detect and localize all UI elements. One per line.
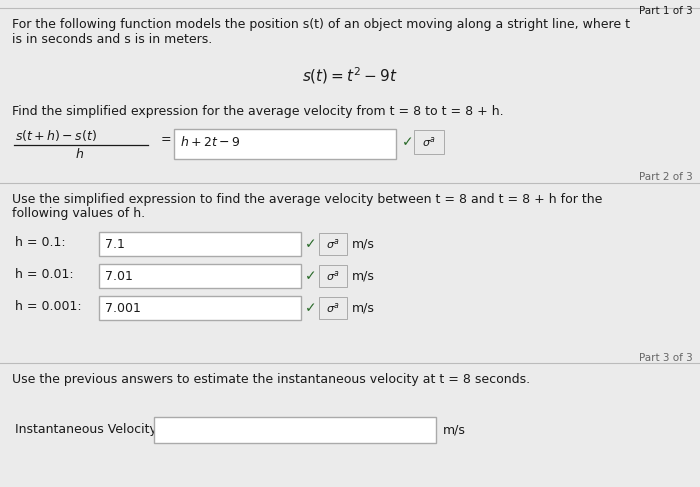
Text: Instantaneous Velocity:: Instantaneous Velocity: (15, 424, 160, 436)
Text: $\sigma^a$: $\sigma^a$ (326, 301, 340, 315)
Text: m/s: m/s (443, 424, 466, 436)
Text: m/s: m/s (352, 238, 375, 250)
Text: 7.001: 7.001 (105, 301, 141, 315)
Text: 7.1: 7.1 (105, 238, 125, 250)
Text: Part 3 of 3: Part 3 of 3 (639, 353, 693, 363)
Text: is in seconds and s is in meters.: is in seconds and s is in meters. (12, 33, 212, 46)
Text: Find the simplified expression for the average velocity from t = 8 to t = 8 + h.: Find the simplified expression for the a… (12, 105, 503, 118)
Text: ✓: ✓ (305, 301, 316, 315)
Text: For the following function models the position s(t) of an object moving along a : For the following function models the po… (12, 18, 630, 31)
FancyBboxPatch shape (99, 264, 301, 288)
Text: $\sigma^a$: $\sigma^a$ (326, 237, 340, 251)
FancyBboxPatch shape (154, 417, 436, 443)
Text: $h$: $h$ (76, 147, 85, 161)
FancyBboxPatch shape (174, 129, 396, 159)
FancyBboxPatch shape (414, 130, 444, 154)
Text: ✓: ✓ (402, 135, 414, 149)
Text: Use the previous answers to estimate the instantaneous velocity at t = 8 seconds: Use the previous answers to estimate the… (12, 373, 530, 386)
Text: ✓: ✓ (305, 237, 316, 251)
Text: $s(t) = t^2 - 9t$: $s(t) = t^2 - 9t$ (302, 65, 398, 86)
FancyBboxPatch shape (319, 297, 347, 319)
Text: Part 1 of 3: Part 1 of 3 (639, 6, 693, 16)
Text: ✓: ✓ (305, 269, 316, 283)
Text: m/s: m/s (352, 301, 375, 315)
Text: m/s: m/s (352, 269, 375, 282)
FancyBboxPatch shape (319, 265, 347, 287)
FancyBboxPatch shape (99, 296, 301, 320)
Text: $\sigma^a$: $\sigma^a$ (422, 135, 436, 149)
FancyBboxPatch shape (319, 233, 347, 255)
Text: $=$: $=$ (158, 131, 172, 145)
FancyBboxPatch shape (99, 232, 301, 256)
Text: 7.01: 7.01 (105, 269, 133, 282)
Text: following values of h.: following values of h. (12, 207, 145, 220)
Text: $\sigma^a$: $\sigma^a$ (326, 269, 340, 283)
Text: h = 0.001:: h = 0.001: (15, 300, 82, 313)
Text: Use the simplified expression to find the average velocity between t = 8 and t =: Use the simplified expression to find th… (12, 193, 603, 206)
Text: Part 2 of 3: Part 2 of 3 (639, 172, 693, 182)
Text: h = 0.1:: h = 0.1: (15, 236, 66, 248)
Text: $h + 2t - 9$: $h + 2t - 9$ (180, 135, 241, 149)
Text: h = 0.01:: h = 0.01: (15, 267, 74, 281)
Text: $s(t + h) - s(t)$: $s(t + h) - s(t)$ (15, 128, 97, 143)
